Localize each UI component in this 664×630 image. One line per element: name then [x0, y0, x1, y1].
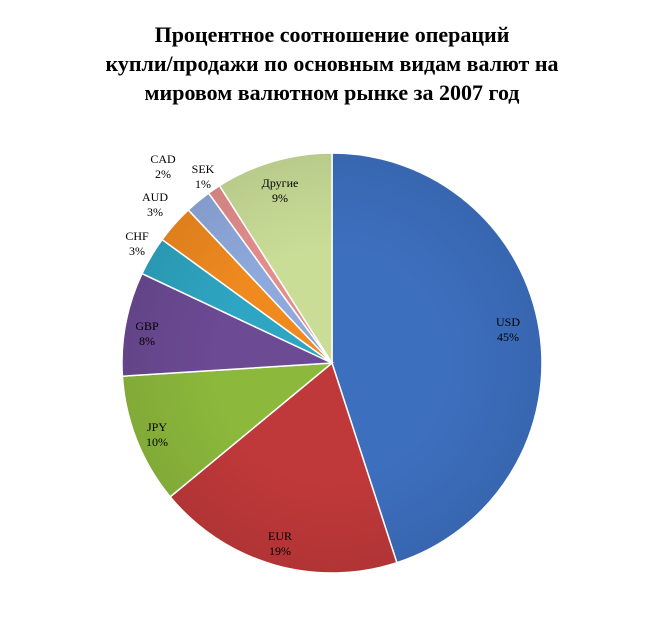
slice-percent-sek: 1%: [195, 177, 211, 191]
slice-label-cad: CAD 2%: [150, 152, 176, 181]
pie-labels: USD 45%EUR 19%JPY 10%GBP 8%CHF 3%AUD 3%CAD 2% SE…: [125, 152, 520, 558]
pie-slice-jpy: [121, 362, 335, 498]
chart-title-line-2: купли/продажи по основным видам валют на: [105, 51, 559, 76]
slice-percent-cad: 2%: [155, 167, 171, 181]
slice-percent-другие: 9%: [272, 191, 288, 205]
slice-name-aud: AUD: [142, 190, 168, 204]
slice-name-chf: CHF: [125, 229, 149, 243]
slice-name-cad: CAD: [150, 152, 176, 166]
pie-slice-eur: [169, 361, 398, 574]
slice-percent-usd: 45%: [497, 330, 519, 344]
slice-label-eur: EUR 19%: [268, 529, 292, 558]
chart-title: Процентное соотношение операций купли/пр…: [0, 20, 664, 107]
slice-percent-chf: 3%: [129, 244, 145, 258]
slice-percent-gbp: 8%: [139, 334, 155, 348]
pie-slice-другие: [218, 152, 333, 366]
slice-name-usd: USD: [496, 315, 520, 329]
pie-slice-gbp: [121, 272, 333, 377]
slice-label-gbp: GBP 8%: [135, 319, 159, 348]
chart-title-line-3: мировом валютном рынке за 2007 год: [144, 80, 520, 105]
slice-name-gbp: GBP: [135, 319, 159, 333]
slice-label-jpy: JPY 10%: [146, 420, 168, 449]
slice-label-sek: SEK 1%: [192, 162, 215, 191]
slice-label-aud: AUD 3%: [142, 190, 168, 219]
slice-label-chf: CHF 3%: [125, 229, 149, 258]
slice-percent-jpy: 10%: [146, 435, 168, 449]
pie-slice-usd: [331, 152, 543, 564]
chart-title-line-1: Процентное соотношение операций: [154, 22, 510, 47]
slice-name-sek: SEK: [192, 162, 215, 176]
slice-percent-aud: 3%: [147, 205, 163, 219]
slice-percent-eur: 19%: [269, 544, 291, 558]
slice-label-usd: USD 45%: [496, 315, 520, 344]
slice-name-другие: Другие: [262, 176, 299, 190]
slice-name-eur: EUR: [268, 529, 292, 543]
slice-label-другие: Другие 9%: [262, 176, 299, 205]
slice-name-jpy: JPY: [147, 420, 167, 434]
pie-slices: [121, 152, 543, 574]
